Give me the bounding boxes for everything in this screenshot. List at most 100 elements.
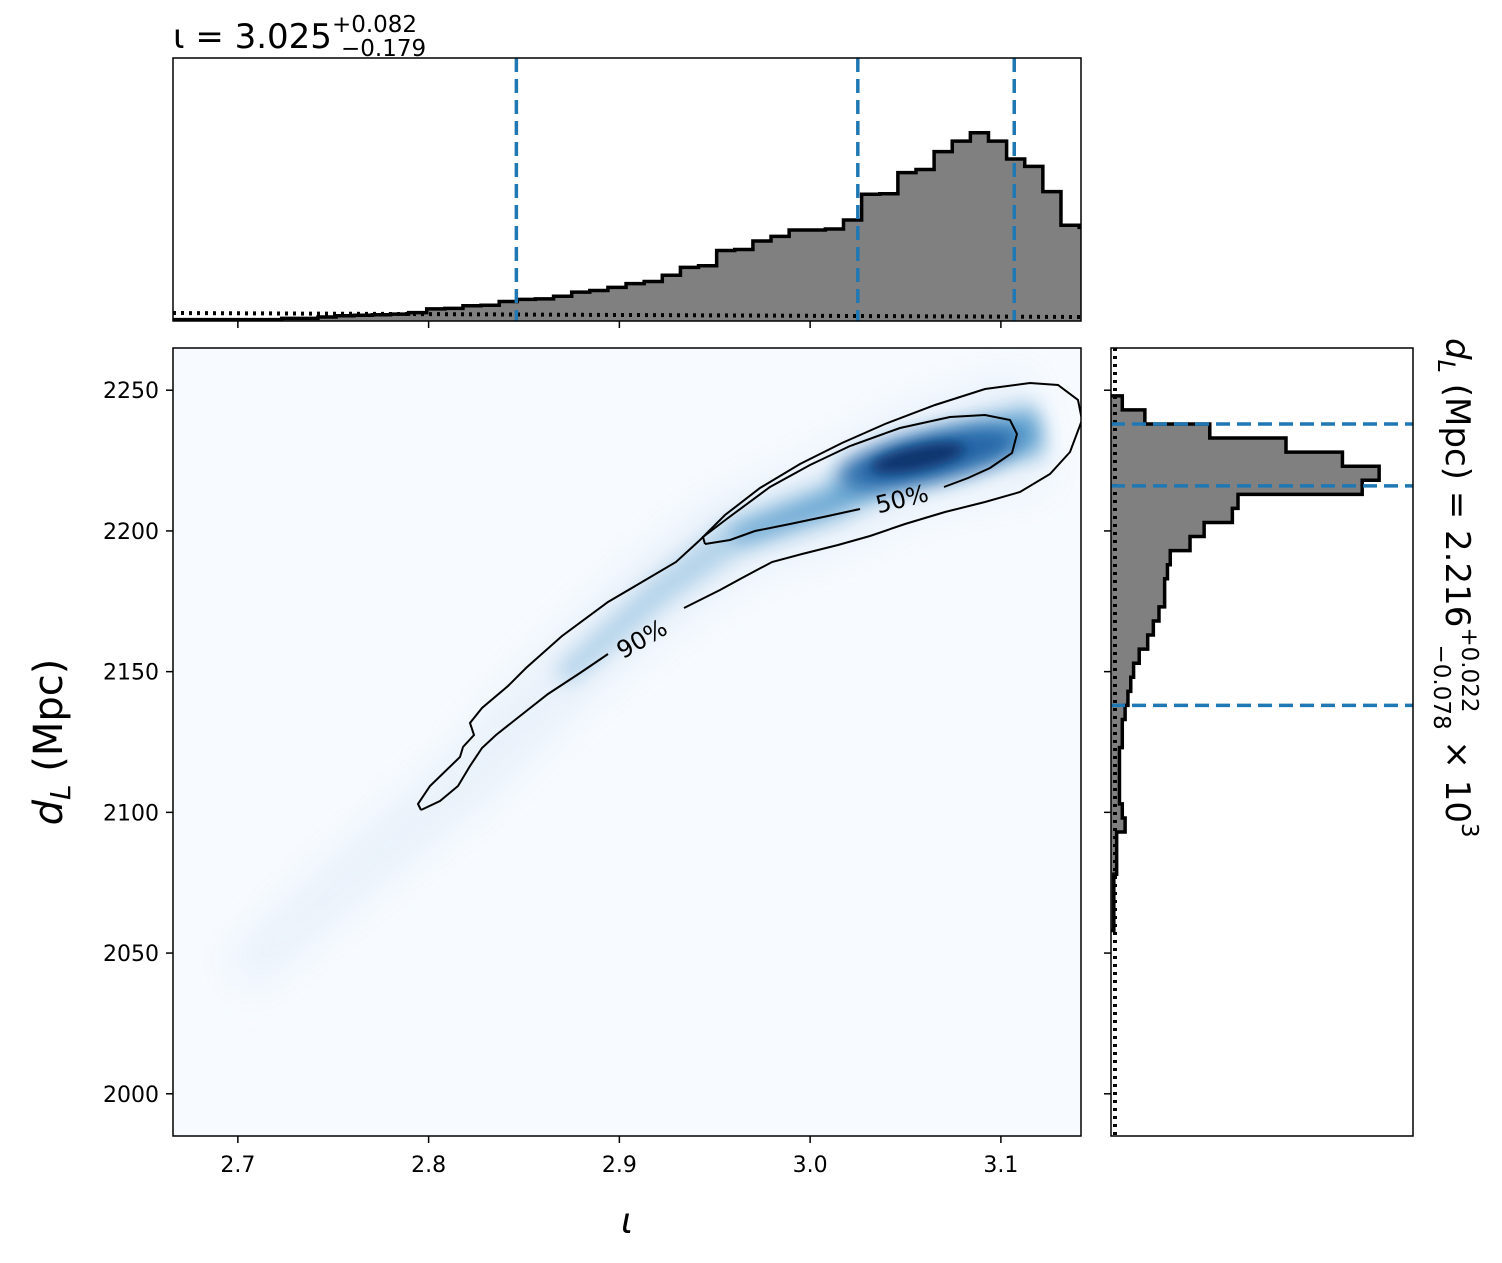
right-hist-bar bbox=[1111, 494, 1239, 509]
right-quantile-lines bbox=[1111, 422, 1413, 708]
right-hist-bar bbox=[1111, 438, 1286, 453]
top-hist-bar bbox=[915, 169, 935, 321]
right-hist-bar bbox=[1111, 620, 1154, 636]
top-title: ι = 3.025+0.082 bbox=[173, 12, 417, 57]
y-axis-label-unit: (Mpc) bbox=[26, 659, 72, 785]
right-hist-bar bbox=[1111, 578, 1165, 594]
top-histogram bbox=[173, 130, 1116, 321]
right-title-exponent: 3 bbox=[1456, 823, 1482, 838]
contour-90 bbox=[416, 381, 1081, 811]
top-hist-bar bbox=[372, 314, 391, 321]
top-hist-bar bbox=[934, 151, 953, 321]
top-hist-bar bbox=[897, 172, 917, 321]
top-hist-bar bbox=[825, 228, 845, 321]
right-y-ticks bbox=[1104, 389, 1111, 1095]
top-hist-bar bbox=[390, 314, 410, 321]
y-tick-label: 2050 bbox=[103, 942, 159, 967]
right-hist-bar bbox=[1111, 663, 1134, 678]
right-title: dL (Mpc) = 2.216+0.022−0.078 × 103 bbox=[1428, 338, 1482, 838]
top-hist-bar bbox=[535, 298, 555, 321]
y-tick-label: 2250 bbox=[103, 379, 159, 404]
top-hist-bar bbox=[481, 305, 500, 321]
top-hist-bar bbox=[426, 308, 446, 321]
top-hist-bar bbox=[354, 315, 373, 321]
top-hist-bar bbox=[716, 250, 736, 321]
y-tick-label: 2000 bbox=[103, 1083, 159, 1108]
top-hist-bar bbox=[952, 141, 971, 321]
right-hist-bar bbox=[1111, 536, 1191, 552]
right-title-upper-error: +0.022 bbox=[1456, 627, 1482, 712]
right-hist-bar bbox=[1111, 592, 1165, 608]
top-hist-bar bbox=[317, 317, 337, 321]
right-title-sub-L: L bbox=[1432, 360, 1460, 373]
joint-x-axis: 2.7 2.8 2.9 3.0 3.1 bbox=[220, 1136, 1018, 1178]
joint-panel-frame bbox=[172, 347, 1082, 1137]
y-tick-label: 2100 bbox=[103, 801, 159, 826]
top-hist-bar bbox=[462, 305, 482, 321]
density-outer-glow bbox=[223, 370, 1051, 992]
top-hist-bar bbox=[626, 283, 645, 321]
contour-90-tail bbox=[420, 653, 609, 811]
right-marginal-panel bbox=[1104, 347, 1414, 1137]
contour-50 bbox=[701, 413, 1019, 545]
right-hist-bar bbox=[1111, 803, 1123, 819]
right-hist-bar bbox=[1111, 508, 1233, 523]
right-hist-bar bbox=[1111, 522, 1205, 538]
top-panel-frame bbox=[172, 57, 1082, 322]
right-hist-bar bbox=[1111, 466, 1380, 481]
top-hist-bar bbox=[698, 265, 718, 321]
joint-density bbox=[223, 370, 1051, 992]
right-hist-bar bbox=[1111, 409, 1145, 425]
top-marginal-panel bbox=[172, 57, 1116, 328]
y-axis-label-d: d bbox=[26, 799, 72, 825]
top-hist-bar bbox=[734, 249, 754, 321]
right-hist-bar bbox=[1111, 832, 1117, 847]
density-peak bbox=[870, 442, 966, 474]
top-hist-bar bbox=[1097, 242, 1116, 321]
joint-y-axis: 2000 2050 2100 2150 2200 2250 bbox=[103, 379, 173, 1108]
y-tick-label: 2150 bbox=[103, 661, 159, 686]
right-histogram bbox=[1111, 394, 1381, 933]
top-hist-bar bbox=[789, 230, 808, 321]
top-hist-bar bbox=[662, 275, 681, 321]
top-title-lower-error: −0.179 bbox=[341, 36, 426, 62]
top-title-upper-error: +0.082 bbox=[332, 12, 417, 38]
right-hist-bar bbox=[1111, 480, 1363, 495]
top-title-main: ι = 3.025 bbox=[173, 17, 332, 57]
y-tick-label: 2200 bbox=[103, 520, 159, 545]
top-hist-bar bbox=[807, 230, 826, 321]
top-hist-outline bbox=[173, 130, 1081, 321]
top-hist-bar bbox=[988, 141, 1008, 321]
right-hist-bar bbox=[1111, 452, 1343, 467]
top-hist-bar bbox=[1060, 225, 1080, 321]
top-hist-bar bbox=[336, 315, 355, 321]
right-hist-bar bbox=[1111, 775, 1120, 791]
top-hist-bar bbox=[589, 290, 609, 321]
right-title-value: (Mpc) = 2.216 bbox=[1437, 373, 1477, 627]
top-hist-bar bbox=[879, 193, 899, 321]
top-hist-bar bbox=[1024, 166, 1044, 321]
contour-50-tail bbox=[704, 508, 861, 545]
top-hist-bar bbox=[571, 292, 591, 321]
right-title-times: × 10 bbox=[1437, 730, 1477, 823]
right-hist-bar bbox=[1111, 677, 1131, 692]
right-hist-bar bbox=[1111, 860, 1117, 875]
right-panel-frame bbox=[1110, 347, 1414, 1137]
x-tick-label: 2.8 bbox=[411, 1153, 446, 1178]
top-hist-bar bbox=[771, 236, 790, 321]
right-hist-bar bbox=[1111, 635, 1148, 650]
x-tick-label: 3.1 bbox=[983, 1153, 1018, 1178]
right-title-d: d bbox=[1437, 338, 1477, 360]
y-axis-label: dL (Mpc) bbox=[26, 659, 77, 826]
right-hist-bar bbox=[1111, 606, 1159, 622]
top-hist-bar bbox=[680, 267, 700, 321]
top-hist-bar bbox=[1042, 191, 1062, 321]
x-tick-label: 2.9 bbox=[602, 1153, 637, 1178]
x-tick-label: 3.0 bbox=[793, 1153, 828, 1178]
right-title-lower-error: −0.078 bbox=[1428, 644, 1454, 729]
right-hist-bar bbox=[1111, 550, 1171, 566]
right-hist-bar bbox=[1111, 747, 1120, 763]
top-hist-bar bbox=[861, 194, 881, 321]
right-hist-bar bbox=[1111, 564, 1168, 580]
